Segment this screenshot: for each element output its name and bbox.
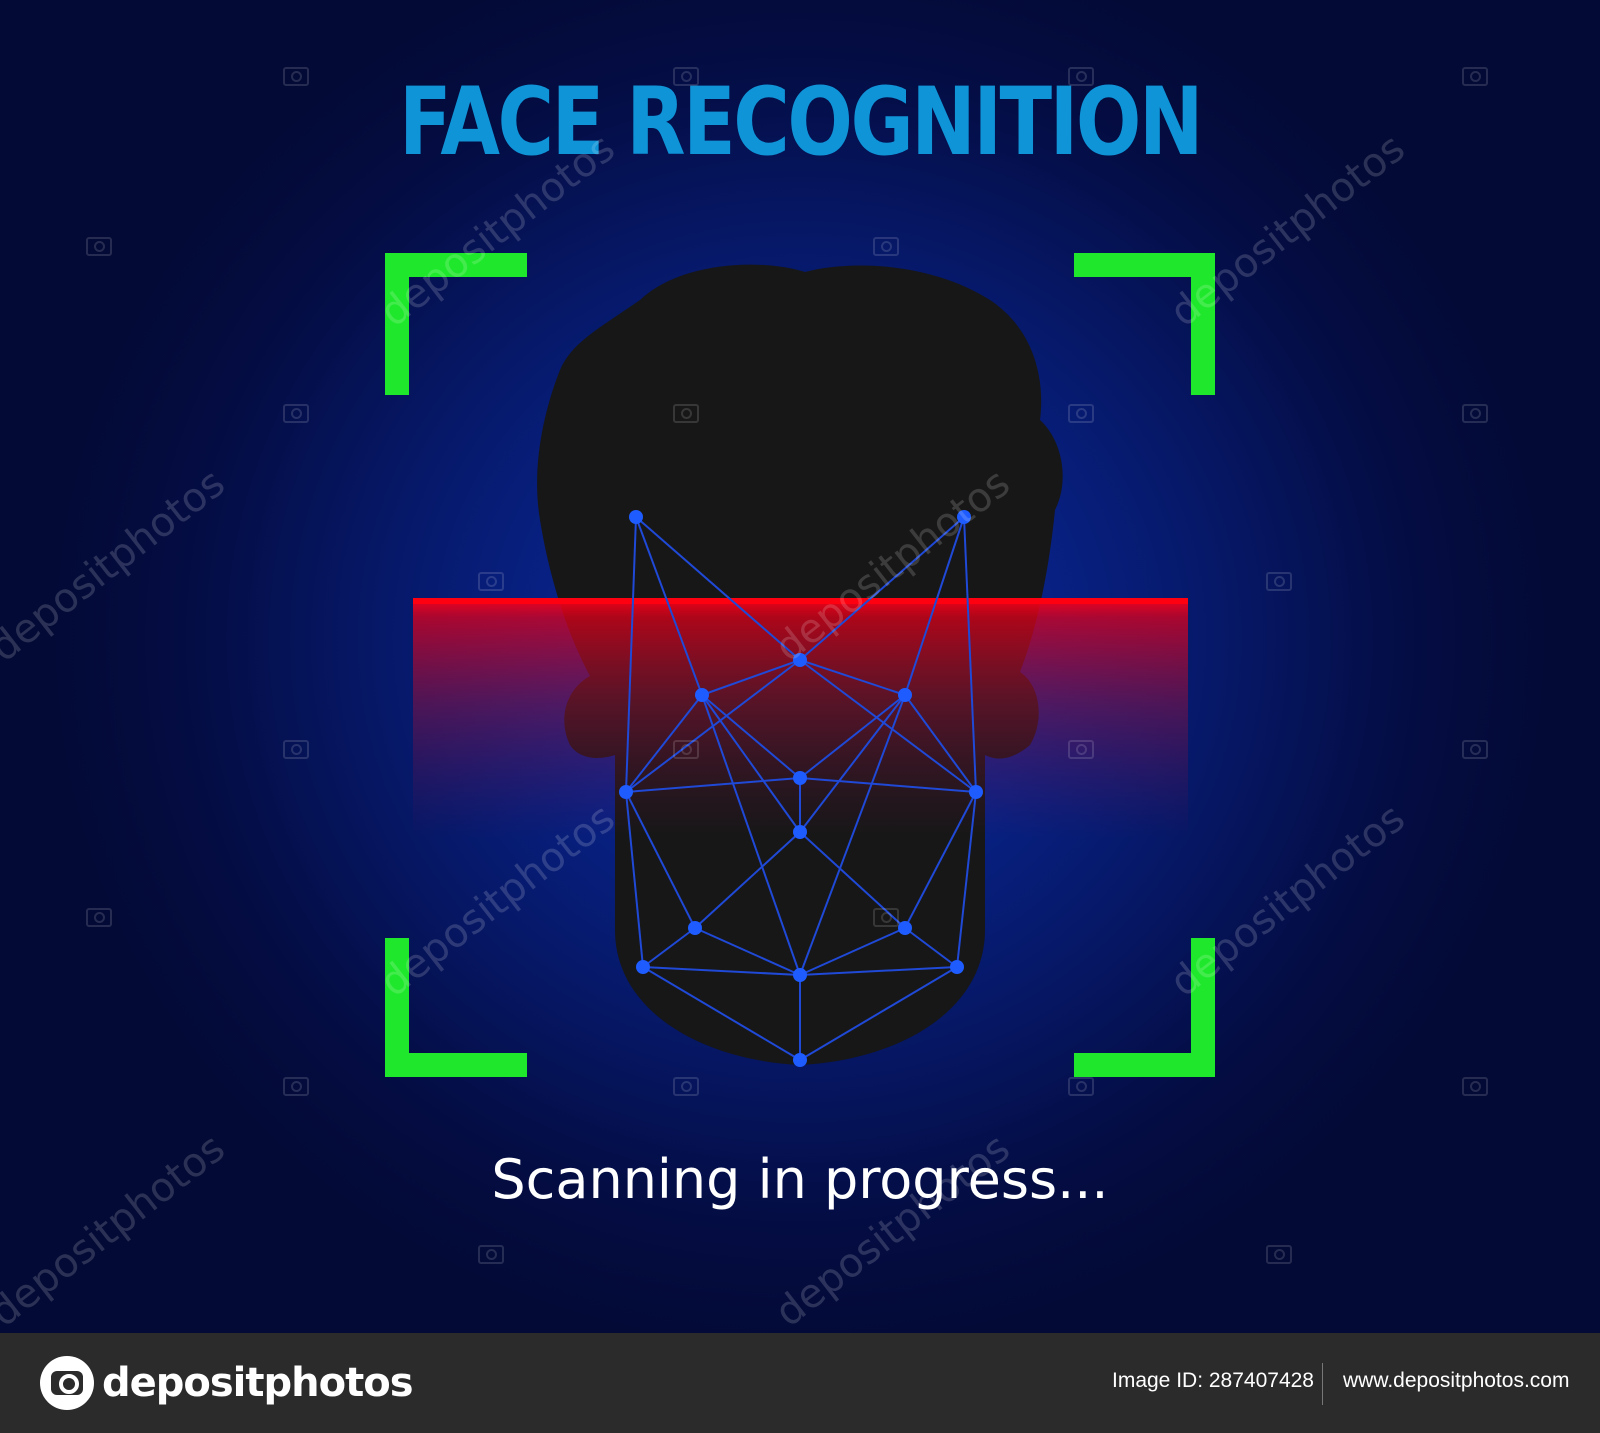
camera-icon <box>673 404 699 423</box>
image-id-label: Image ID: 287407428 <box>1112 1369 1314 1392</box>
mesh-node <box>636 960 650 974</box>
camera-icon <box>478 572 504 591</box>
camera-icon <box>873 237 899 256</box>
mesh-node <box>629 510 643 524</box>
camera-icon <box>1266 572 1292 591</box>
camera-icon <box>1068 404 1094 423</box>
stock-footer-bar: depositphotos Image ID: 287407428 www.de… <box>0 1333 1600 1433</box>
camera-icon <box>1068 740 1094 759</box>
camera-icon <box>283 404 309 423</box>
camera-icon <box>1266 1245 1292 1264</box>
mesh-node <box>619 785 633 799</box>
mesh-node <box>950 960 964 974</box>
camera-icon <box>86 908 112 927</box>
mesh-node <box>898 688 912 702</box>
camera-icon <box>873 908 899 927</box>
mesh-node <box>793 653 807 667</box>
mesh-node <box>688 921 702 935</box>
mesh-node <box>695 688 709 702</box>
face-recognition-illustration: FACE RECOGNITION Scanning in progress...… <box>0 0 1600 1333</box>
depositphotos-logo-icon <box>40 1356 94 1410</box>
mesh-node <box>898 921 912 935</box>
camera-icon <box>1462 67 1488 86</box>
depositphotos-logo[interactable]: depositphotos <box>40 1355 414 1411</box>
page-title: FACE RECOGNITION <box>398 68 1203 177</box>
camera-icon <box>1462 740 1488 759</box>
bracket-bottom-right <box>1074 938 1215 1077</box>
bracket-bottom-left <box>385 938 527 1077</box>
camera-icon <box>86 237 112 256</box>
site-url-link[interactable]: www.depositphotos.com <box>1343 1369 1570 1392</box>
face-mesh <box>625 516 977 1061</box>
face-mesh-nodes <box>619 510 983 1067</box>
frame-brackets <box>385 253 1215 1077</box>
camera-icon <box>478 1245 504 1264</box>
scan-line <box>413 598 1188 604</box>
camera-icon <box>283 67 309 86</box>
mesh-node <box>969 785 983 799</box>
camera-icon <box>673 1077 699 1096</box>
camera-icon <box>673 67 699 86</box>
camera-icon <box>1462 1077 1488 1096</box>
camera-icon <box>283 740 309 759</box>
mesh-node <box>793 771 807 785</box>
footer-divider <box>1322 1363 1323 1405</box>
scan-scene <box>385 253 1215 1077</box>
camera-icon <box>1068 67 1094 86</box>
bracket-top-right <box>1074 253 1215 395</box>
camera-icon <box>673 740 699 759</box>
mesh-node <box>793 1053 807 1067</box>
camera-icon <box>1462 404 1488 423</box>
camera-icon <box>1068 1077 1094 1096</box>
logo-text: depositphotos <box>102 1360 414 1406</box>
mesh-node <box>957 510 971 524</box>
bracket-top-left <box>385 253 527 395</box>
mesh-node <box>793 825 807 839</box>
scan-status-text: Scanning in progress... <box>491 1148 1109 1211</box>
camera-icon <box>283 1077 309 1096</box>
mesh-node <box>793 968 807 982</box>
